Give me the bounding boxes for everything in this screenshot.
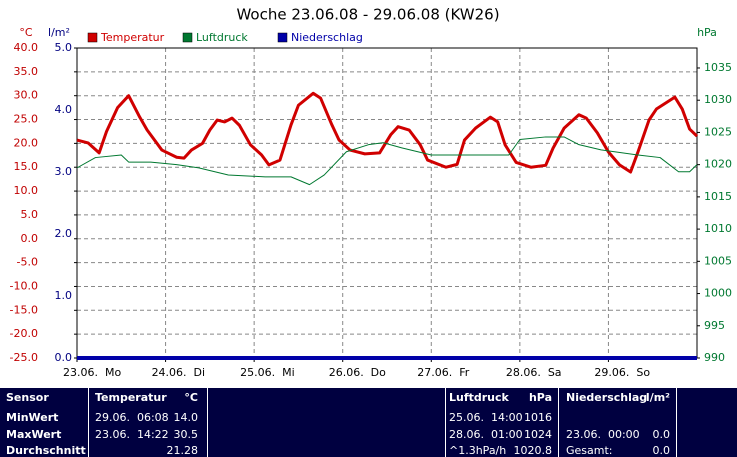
table-cell: hPa	[528, 391, 552, 404]
y-tick-label: -20.0	[10, 327, 38, 340]
y-tick-label: -25.0	[10, 351, 38, 364]
x-tick-label: 25.06. Mi	[240, 366, 295, 379]
table-cell: Sensor	[6, 391, 49, 404]
y-tick-label: 5.0	[21, 208, 39, 221]
y-tick-label: 15.0	[14, 160, 39, 173]
table-cell: l/m²	[645, 391, 670, 404]
x-tick-label: 28.06. Sa	[506, 366, 562, 379]
table-cell: 28.06. 01:00	[449, 428, 523, 441]
legend-swatch	[182, 32, 193, 43]
x-tick-label: 27.06. Fr	[417, 366, 470, 379]
y2-tick-label: 1030	[704, 93, 732, 106]
y2-tick-label: 995	[704, 319, 725, 332]
separator	[207, 388, 208, 457]
table-cell: Durchschnitt	[6, 444, 86, 457]
legend-label: Temperatur	[100, 31, 165, 44]
y-tick-label: 30.0	[14, 89, 39, 102]
table-cell: Niederschlag	[566, 391, 648, 404]
plot-frame	[76, 47, 698, 359]
y-tick-label: 20.0	[14, 136, 39, 149]
table-cell: Temperatur	[95, 391, 167, 404]
x-tick-label: 29.06. So	[594, 366, 650, 379]
y-tick-label: 35.0	[14, 65, 39, 78]
table-cell: 29.06. 06:08	[95, 411, 169, 424]
series-line	[76, 91, 699, 174]
y-tick-label: 40.0	[14, 41, 39, 54]
y3-tick-label: 3.0	[55, 165, 73, 178]
x-tick-label: 24.06. Di	[152, 366, 206, 379]
y-tick-label: 10.0	[14, 184, 39, 197]
table-cell: 0.0	[652, 428, 671, 441]
separator	[676, 388, 677, 457]
y3-unit: l/m²	[48, 26, 70, 39]
table-cell: ^1.3hPa/h	[449, 444, 507, 457]
y-tick-label: -15.0	[10, 303, 38, 316]
y2-tick-label: 1035	[704, 61, 732, 74]
y-tick-label: 25.0	[14, 113, 39, 126]
y2-tick-label: 1000	[704, 287, 732, 300]
table-cell: 1020.8	[513, 444, 553, 457]
y-tick-label: -10.0	[10, 279, 38, 292]
table-cell: 1024	[524, 428, 552, 441]
table-cell: Luftdruck	[449, 391, 509, 404]
y2-tick-label: 1010	[704, 222, 732, 235]
legend-swatch	[277, 32, 288, 43]
y-tick-label: 0.0	[21, 232, 39, 245]
table-cell: MinWert	[6, 411, 59, 424]
y2-tick-label: 1015	[704, 190, 732, 203]
y2-tick-label: 990	[704, 351, 725, 364]
chart: Woche 23.06.08 - 29.06.08 (KW26) °C l/m²…	[10, 6, 732, 380]
table-cell: 25.06. 14:00	[449, 411, 523, 424]
y2-tick-label: 1025	[704, 125, 732, 138]
table-cell: 1016	[524, 411, 552, 424]
y-tick-label: -5.0	[17, 256, 38, 269]
x-tick-label: 26.06. Do	[329, 366, 386, 379]
x-tick-label: 23.06. Mo	[63, 366, 121, 379]
y2-tick-label: 1020	[704, 158, 732, 171]
separator	[445, 388, 446, 457]
legend-label: Niederschlag	[291, 31, 363, 44]
y3-tick-label: 2.0	[55, 227, 73, 240]
table-cell: 0.0	[652, 444, 671, 457]
series-line	[76, 136, 698, 186]
table-cell: Gesamt:	[566, 444, 613, 457]
y-unit: °C	[19, 26, 33, 39]
separator	[88, 388, 89, 457]
table-cell: 30.5	[173, 428, 199, 441]
y3-tick-label: 4.0	[55, 103, 73, 116]
table-cell: 23.06. 00:00	[566, 428, 640, 441]
separator	[558, 388, 559, 457]
summary-table: Sensor Temperatur °C Luftdruck hPa Niederschl…	[0, 388, 737, 457]
table-cell: MaxWert	[6, 428, 62, 441]
y3-tick-label: 1.0	[55, 289, 73, 302]
y2-tick-label: 1005	[704, 254, 732, 267]
table-cell: 21.28	[166, 444, 199, 457]
y3-tick-label: 5.0	[55, 41, 73, 54]
chart-title: Woche 23.06.08 - 29.06.08 (KW26)	[236, 6, 499, 24]
table-cell: °C	[184, 391, 198, 404]
y2-unit: hPa	[697, 26, 717, 39]
table-cell: 23.06. 14:22	[95, 428, 169, 441]
y3-tick-label: 0.0	[55, 351, 73, 364]
legend-label: Luftdruck	[196, 31, 248, 44]
legend-swatch	[87, 32, 98, 43]
table-cell: 14.0	[173, 411, 199, 424]
